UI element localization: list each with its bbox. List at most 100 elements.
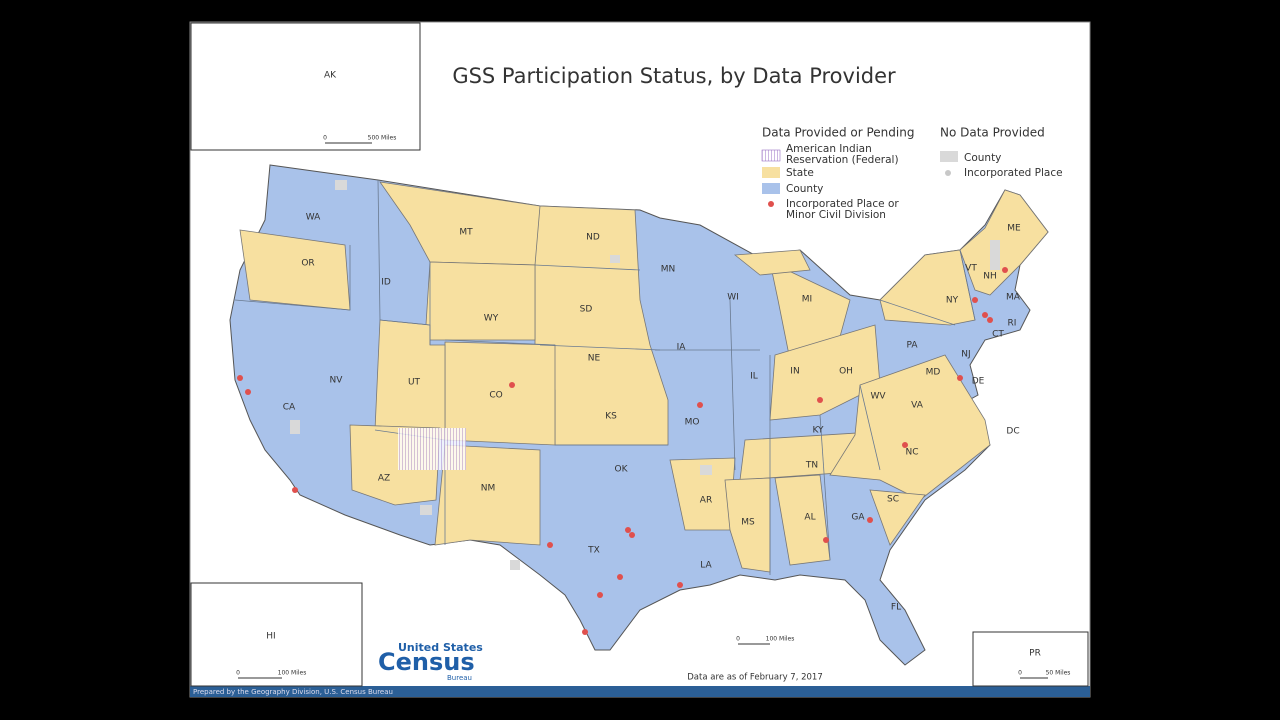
state-label: IL	[750, 372, 758, 382]
no-data-county	[610, 255, 620, 263]
legend-item: State	[786, 167, 814, 179]
state-label: NC	[905, 448, 918, 458]
footer: Prepared by the Geography Division, U.S.…	[193, 688, 393, 696]
state-label: VT	[965, 264, 977, 274]
state-label: OK	[615, 465, 629, 475]
place-dot	[625, 527, 631, 533]
place-dot	[245, 389, 251, 395]
state-label: MO	[685, 418, 700, 428]
place-dot	[292, 487, 298, 493]
state-label: AK	[324, 71, 337, 81]
reservation	[398, 428, 466, 470]
state-border	[959, 249, 976, 321]
logo-text: Bureau	[447, 674, 472, 682]
place-dot	[547, 542, 553, 548]
place-dot	[902, 442, 908, 448]
state-border	[859, 384, 881, 471]
state-label: KS	[605, 412, 617, 422]
legend-item: Incorporated Place or	[786, 198, 899, 210]
state-label: ME	[1007, 224, 1021, 234]
place-dot	[987, 317, 993, 323]
legend: Data Provided or Pending American Indian…	[761, 126, 1063, 221]
scale-label: 0	[736, 636, 740, 643]
legend-heading: No Data Provided	[940, 126, 1045, 140]
state-label: HI	[266, 632, 275, 642]
scale-label: 100 Miles	[766, 636, 795, 643]
state-label: DE	[972, 377, 985, 387]
state-label: MA	[1006, 293, 1021, 303]
state-label: SC	[887, 495, 899, 505]
state-label: WA	[306, 213, 321, 223]
state-label: MT	[459, 228, 473, 238]
state-label: TX	[587, 546, 600, 556]
state-region	[724, 477, 771, 573]
state-border	[729, 299, 736, 471]
logo: United States Census Bureau	[378, 641, 483, 682]
scale-label: 50 Miles	[1046, 670, 1071, 677]
place-dot	[617, 574, 623, 580]
state-label: IA	[677, 343, 687, 353]
place-dot	[817, 397, 823, 403]
state-region	[769, 324, 881, 421]
state-label: OH	[839, 367, 853, 377]
place-dot	[697, 402, 703, 408]
state-region	[959, 189, 1049, 296]
logo-text: United States	[398, 641, 483, 654]
state-label: SD	[580, 305, 593, 315]
state-label: TN	[805, 461, 818, 471]
state-label: MS	[741, 518, 755, 528]
swatch-no-place	[945, 170, 951, 176]
legend-item: Minor Civil Division	[786, 209, 886, 221]
place-dot	[509, 382, 515, 388]
legend-item: American Indian	[786, 143, 872, 155]
state-label: ND	[586, 233, 600, 243]
state-label: NE	[588, 354, 601, 364]
state-label: PA	[906, 341, 918, 351]
state-label: AZ	[378, 474, 390, 484]
state-label: KY	[812, 426, 824, 436]
state-label: MD	[926, 368, 941, 378]
swatch-reservation	[761, 149, 781, 162]
state-label: NY	[946, 296, 959, 306]
state-border	[534, 264, 641, 271]
place-dot	[677, 582, 683, 588]
place-dot	[597, 592, 603, 598]
footer-bar	[190, 686, 1090, 697]
place-dot	[823, 537, 829, 543]
state-label: IN	[790, 367, 799, 377]
map-title: GSS Participation Status, by Data Provid…	[452, 64, 896, 88]
state-label: NJ	[961, 350, 970, 360]
scale-label: 0	[1018, 670, 1022, 677]
swatch-no-county	[940, 151, 958, 162]
state-label: UT	[408, 378, 421, 388]
place-dot	[982, 312, 988, 318]
place-dot	[582, 629, 588, 635]
place-dot	[629, 532, 635, 538]
state-label: AL	[804, 513, 815, 523]
state-label: RI	[1008, 319, 1017, 329]
no-data-county	[700, 465, 712, 475]
scale-label: 100 Miles	[278, 670, 307, 677]
swatch-state	[762, 167, 780, 178]
state-label: CT	[992, 330, 1004, 340]
place-dot	[237, 375, 243, 381]
scale-label: 0	[236, 670, 240, 677]
no-data-county	[990, 240, 1000, 270]
state-label: MN	[661, 265, 676, 275]
map-shapes	[229, 37, 1073, 673]
scale-label: 0	[323, 135, 327, 142]
state-label: AR	[700, 496, 712, 506]
insets	[190, 22, 1089, 687]
state-label: ID	[381, 278, 391, 288]
state-label: FL	[891, 603, 901, 613]
legend-item: Incorporated Place	[964, 167, 1063, 179]
state-label: NH	[983, 272, 997, 282]
state-border	[377, 179, 431, 326]
state-region	[733, 249, 811, 276]
state-label: VA	[911, 401, 924, 411]
legend-item: Reservation (Federal)	[786, 154, 899, 166]
state-label: WY	[484, 314, 499, 324]
state-label: MI	[802, 295, 812, 305]
hawaii-inset	[190, 582, 363, 687]
state-label: OR	[301, 259, 314, 269]
